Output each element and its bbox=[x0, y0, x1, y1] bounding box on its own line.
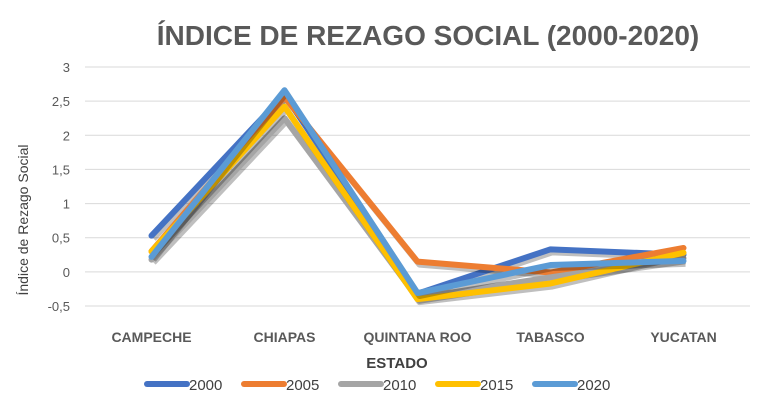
y-tick-label: 2,5 bbox=[52, 94, 70, 109]
x-tick-label: TABASCO bbox=[516, 329, 584, 345]
legend-label: 2000 bbox=[189, 377, 222, 394]
y-tick-label: 0,5 bbox=[52, 231, 70, 246]
legend-label: 2005 bbox=[286, 377, 319, 394]
chart-title: ÍNDICE DE REZAGO SOCIAL (2000-2020) bbox=[157, 20, 700, 51]
series-shadow bbox=[151, 90, 686, 300]
series-line-2005 bbox=[148, 94, 687, 276]
series-shadow bbox=[151, 106, 687, 306]
y-tick-label: 0 bbox=[63, 265, 70, 280]
legend-label: 2020 bbox=[577, 377, 610, 394]
legend-label: 2015 bbox=[480, 377, 513, 394]
y-tick-label: 1,5 bbox=[52, 162, 70, 177]
y-tick-label: 3 bbox=[63, 60, 70, 75]
x-axis-label: ESTADO bbox=[366, 355, 428, 372]
y-tick-label: -0,5 bbox=[48, 299, 70, 314]
x-tick-label: CAMPECHE bbox=[111, 329, 191, 345]
y-tick-label: 2 bbox=[63, 128, 70, 143]
y-axis-label: Índice de Rezago Social bbox=[15, 145, 31, 296]
y-tick-label: 1 bbox=[63, 197, 70, 212]
legend-label: 2010 bbox=[383, 377, 416, 394]
x-tick-label: CHIAPAS bbox=[254, 329, 316, 345]
x-tick-label: QUINTANA ROO bbox=[363, 329, 471, 345]
x-tick-label: YUCATAN bbox=[650, 329, 716, 345]
